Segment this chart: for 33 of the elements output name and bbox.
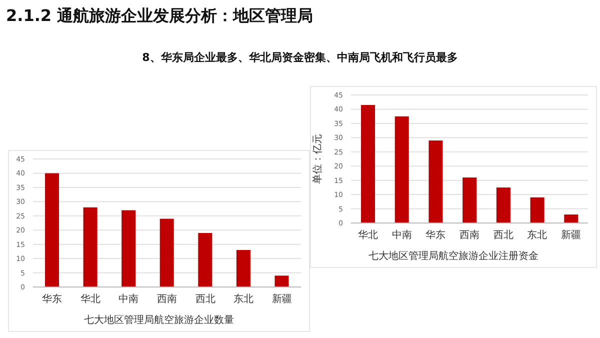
x-tick-label: 新疆 (272, 293, 292, 306)
x-tick-label: 东北 (527, 229, 548, 242)
x-tick-label: 华北 (80, 293, 100, 306)
bar (236, 250, 250, 287)
bar (361, 104, 375, 223)
bar (45, 173, 59, 287)
x-tick-label: 中南 (118, 293, 139, 306)
bar (198, 232, 212, 287)
x-tick-label: 新疆 (561, 229, 582, 242)
x-tick-label: 中南 (392, 229, 412, 242)
x-tick-label: 东北 (234, 293, 254, 306)
bar (564, 214, 578, 223)
bar (160, 218, 174, 287)
x-tick-label: 西南 (460, 229, 480, 242)
x-axis-title: 七大地区管理局航空旅游企业数量 (83, 314, 235, 327)
x-tick-label: 华东 (426, 229, 446, 242)
bar (83, 207, 98, 287)
x-axis-title: 七大地区管理局航空旅游企业注册资金 (368, 250, 540, 263)
x-tick-label: 西南 (157, 293, 177, 306)
bar (530, 197, 544, 223)
x-tick-label: 西北 (493, 229, 514, 242)
chart-subtitle: 8、华东局企业最多、华北局资金密集、中南局飞机和飞行员最多 (141, 50, 459, 65)
bar (274, 276, 289, 287)
x-tick-label: 华东 (42, 293, 62, 306)
bar (428, 140, 443, 223)
x-tick-label: 西北 (195, 293, 216, 306)
bar (462, 177, 477, 223)
bar (394, 116, 409, 223)
x-tick-label: 华北 (358, 229, 378, 242)
chart-title: 2.1.2 通航旅游企业发展分析：地区管理局 (6, 6, 314, 27)
y-axis-title: 单位：亿元 (312, 134, 324, 184)
bar (496, 187, 510, 223)
bar (122, 210, 136, 287)
